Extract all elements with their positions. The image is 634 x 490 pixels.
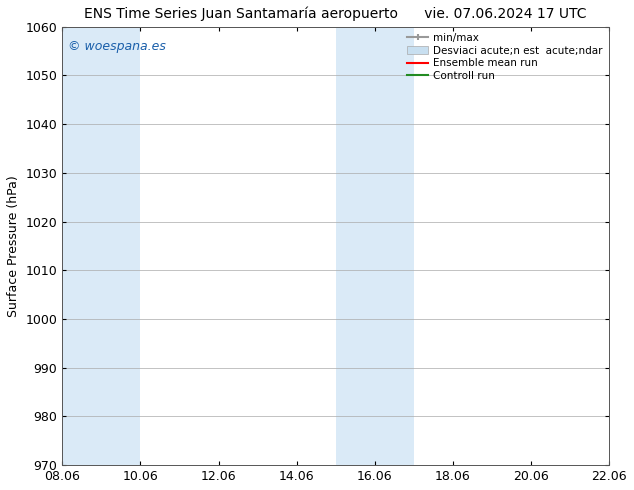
Bar [609,27,634,465]
Bar [62,27,140,465]
Text: © woespana.es: © woespana.es [68,40,165,53]
Legend: min/max, Desviaci acute;n est  acute;ndar, Ensemble mean run, Controll run: min/max, Desviaci acute;n est acute;ndar… [403,29,607,85]
Y-axis label: Surface Pressure (hPa): Surface Pressure (hPa) [7,175,20,317]
Bar [336,27,414,465]
Title: ENS Time Series Juan Santamaría aeropuerto      vie. 07.06.2024 17 UTC: ENS Time Series Juan Santamaría aeropuer… [84,7,587,22]
